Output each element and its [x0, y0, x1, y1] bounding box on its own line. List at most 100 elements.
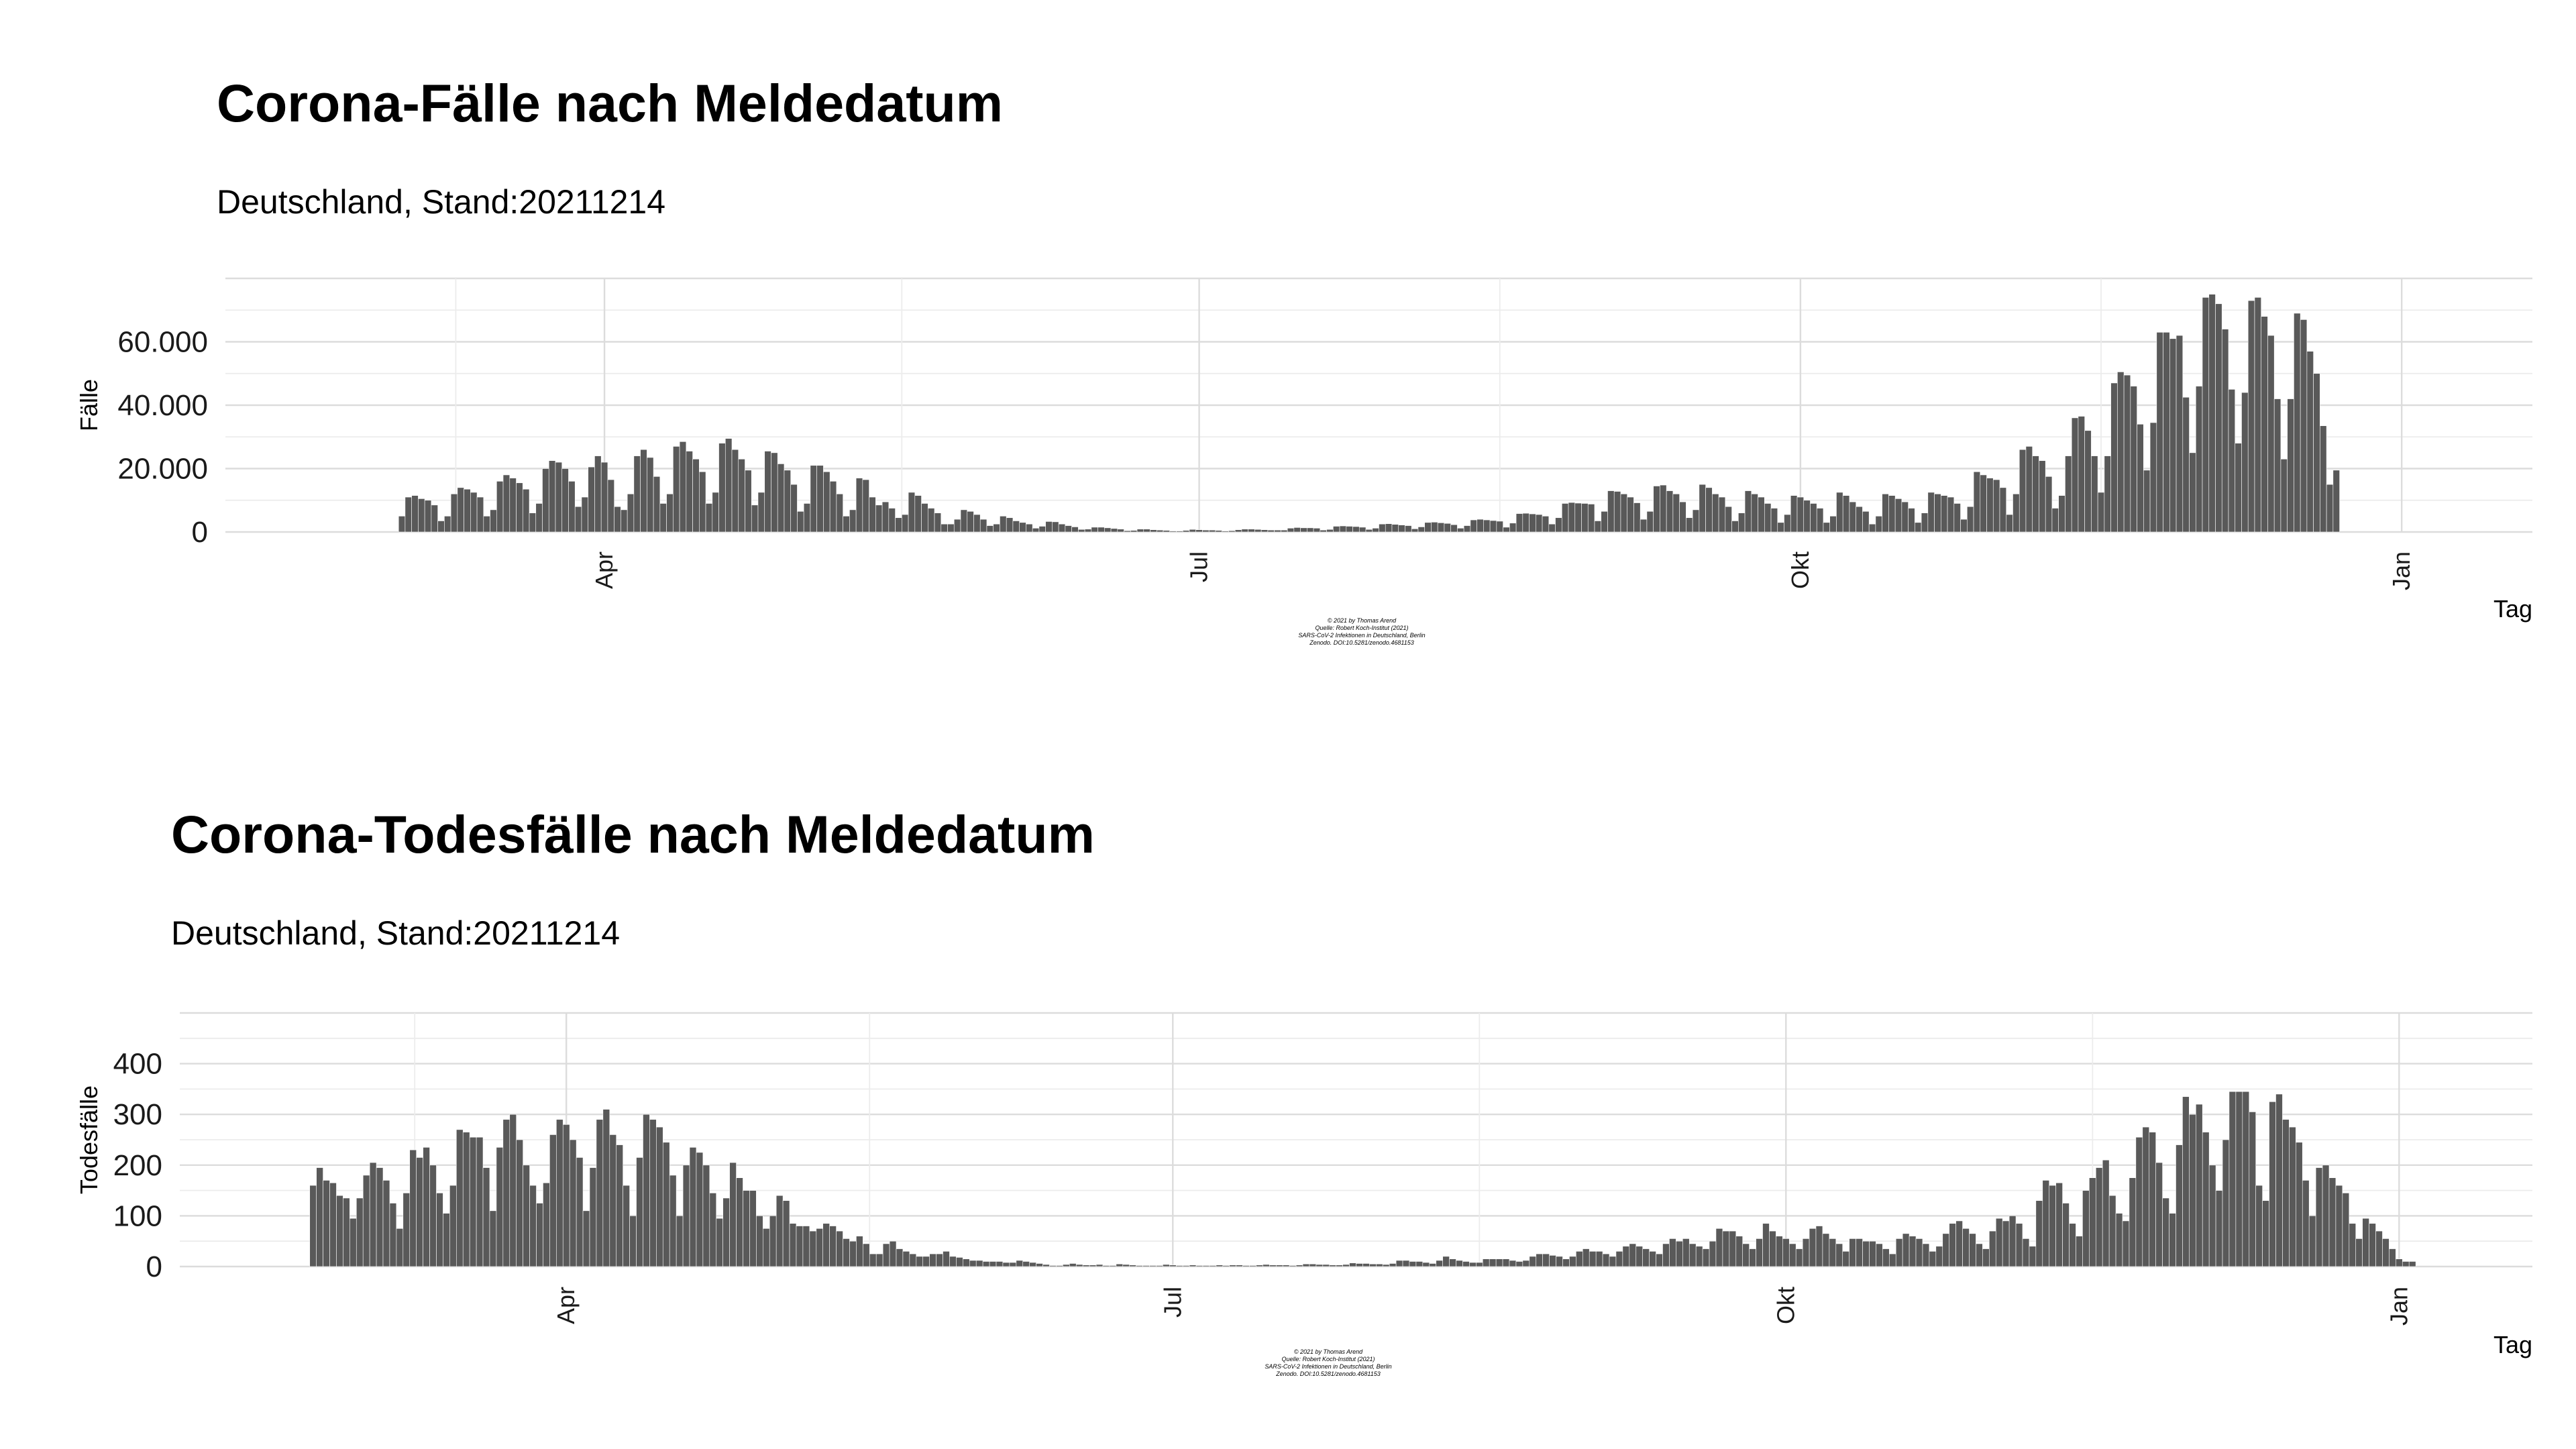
bar [2019, 449, 2027, 533]
bar [1156, 529, 1164, 533]
bar [731, 449, 739, 533]
bar [1609, 1256, 1617, 1267]
bar [789, 1223, 797, 1267]
bar [1522, 1260, 1530, 1267]
bar [1836, 492, 1843, 533]
bar [568, 481, 576, 533]
bar [323, 1180, 330, 1267]
bar [875, 1253, 883, 1267]
bar [627, 493, 635, 533]
bar [1934, 493, 1941, 533]
bar [1124, 530, 1131, 533]
bar [1195, 1265, 1203, 1267]
bar [1358, 527, 1366, 533]
bar [1002, 1262, 1010, 1267]
bar [2280, 459, 2288, 533]
bar [689, 1147, 697, 1267]
bar [738, 459, 745, 533]
bar [2241, 392, 2249, 533]
bar [1992, 479, 2000, 533]
bar [916, 1256, 924, 1267]
bar [429, 1165, 437, 1267]
bar [443, 1213, 450, 1267]
bar [502, 1119, 511, 1267]
bar [589, 1167, 597, 1267]
bar [902, 1251, 910, 1267]
bar [1955, 1220, 1963, 1267]
bar [1735, 1236, 1743, 1267]
bar [986, 525, 994, 533]
bar [1888, 495, 1896, 533]
bar [336, 1195, 343, 1267]
bar [996, 1261, 1004, 1267]
bar [2117, 372, 2125, 533]
x-tick-label: Okt [1786, 551, 1814, 589]
bar [909, 1253, 917, 1267]
bar [1646, 511, 1654, 533]
bar [455, 1129, 464, 1267]
bar [1495, 1258, 1503, 1267]
bar [1656, 1253, 1663, 1267]
bar [2229, 1091, 2237, 1267]
bar [2039, 460, 2046, 533]
bar [2051, 508, 2059, 533]
bar [1089, 1265, 1097, 1267]
bar [1241, 529, 1248, 533]
bar [2182, 1096, 2190, 1267]
y-tick-label: 60.000 [117, 326, 208, 359]
bar [535, 503, 543, 533]
bar [496, 481, 504, 533]
bar [411, 495, 419, 533]
bar [2035, 1200, 2043, 1267]
bar [2130, 386, 2137, 533]
bar [2082, 1190, 2090, 1267]
deaths-chart-panel: Corona-Todesfälle nach Meldedatum Deutsc… [0, 724, 2576, 1449]
bar [1633, 502, 1641, 533]
bar [1463, 525, 1471, 533]
bar [462, 1132, 470, 1267]
bar [1052, 521, 1059, 533]
bar [1653, 486, 1660, 533]
bar [2308, 1216, 2316, 1267]
bar [1784, 514, 1791, 533]
bar [1622, 1246, 1630, 1267]
bar [797, 511, 804, 533]
x-tick-label: Jan [2385, 1287, 2412, 1326]
bar [1302, 1263, 1310, 1267]
bar [2195, 386, 2203, 533]
bar [1770, 508, 1778, 533]
bar [2176, 1144, 2183, 1267]
bar [1788, 1243, 1796, 1267]
bar [989, 1261, 997, 1267]
bar [561, 468, 569, 533]
bar [682, 1165, 690, 1267]
bar [889, 1240, 897, 1267]
y-tick-label: 400 [113, 1048, 162, 1081]
bar [1169, 531, 1177, 533]
bar [829, 481, 837, 533]
bar [1422, 1262, 1430, 1267]
bar [522, 488, 530, 533]
bar [756, 1216, 763, 1267]
bar [1376, 1263, 1383, 1267]
bar [816, 1228, 824, 1267]
bar [2235, 443, 2242, 533]
bar [1182, 1265, 1190, 1267]
bar [2091, 455, 2098, 533]
bar [2108, 1195, 2116, 1267]
bar [745, 470, 752, 533]
bar [1548, 523, 1556, 533]
bar [1803, 500, 1811, 533]
bar [1026, 523, 1033, 533]
bar [1470, 519, 1477, 533]
bar [1143, 529, 1150, 533]
bar [1536, 1253, 1543, 1267]
bar [2322, 1165, 2330, 1267]
bar [843, 516, 850, 533]
bar [1322, 1264, 1330, 1267]
bar [1110, 528, 1118, 533]
bar [1849, 1238, 1856, 1267]
caption-line: © 2021 by Thomas Arend [1293, 1348, 1363, 1355]
bar [941, 523, 948, 533]
bar [596, 1119, 604, 1267]
